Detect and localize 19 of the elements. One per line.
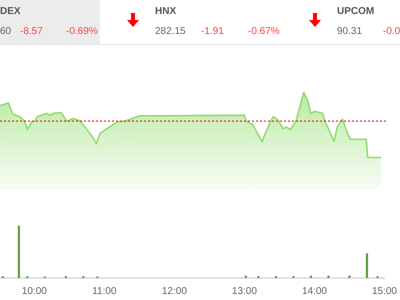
bar (18, 226, 20, 278)
text: -0.0 (383, 26, 400, 37)
text: -0.67% (248, 26, 280, 37)
x-tick-label: 10:00 (22, 286, 48, 297)
x-tick-label: 12:00 (162, 286, 188, 297)
text: -1.91 (201, 26, 224, 37)
text: -8.57 (20, 26, 43, 37)
x-tick-label: 13:00 (232, 286, 258, 297)
text: -0.69% (66, 26, 98, 37)
x-tick-label: 15:00 (372, 286, 398, 297)
text: 282.15 (155, 26, 186, 37)
x-tick-label: 14:00 (302, 286, 328, 297)
x-tick-label: 11:00 (92, 286, 117, 297)
text: 60 (0, 26, 12, 37)
text: 90.31 (337, 26, 362, 37)
text: UPCOM (337, 6, 374, 17)
text: DEX (0, 6, 21, 17)
text: HNX (155, 6, 176, 17)
bar (366, 253, 368, 278)
